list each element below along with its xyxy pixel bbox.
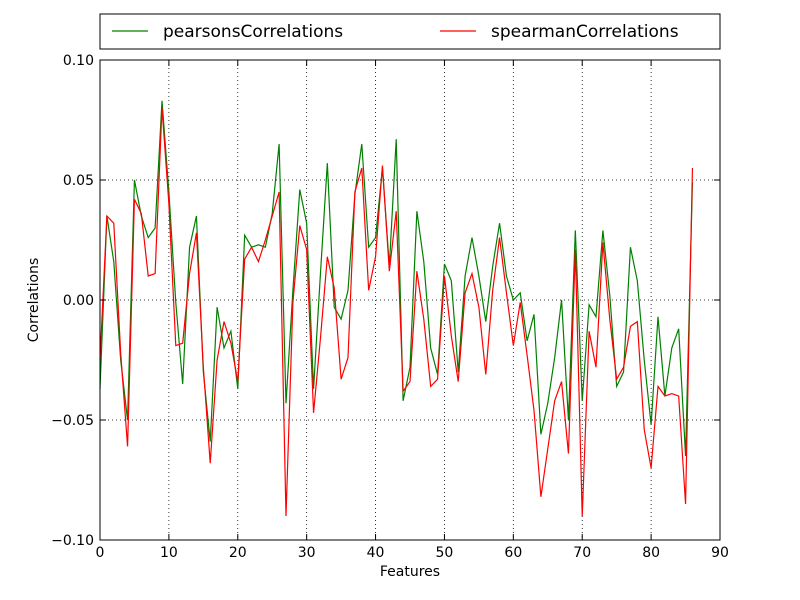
- y-axis-label: Correlations: [26, 258, 42, 343]
- series-line-spearman: [99, 107, 694, 517]
- x-tick-label: 20: [229, 545, 247, 561]
- x-tick-label: 30: [298, 545, 316, 561]
- x-axis-label: Features: [380, 564, 440, 580]
- x-tick-label: 70: [573, 545, 591, 561]
- x-tick-label: 80: [642, 545, 660, 561]
- series-lines: [99, 100, 694, 517]
- y-tick-label: −0.05: [51, 413, 94, 429]
- legend-label-spearman: spearmanCorrelations: [491, 22, 679, 42]
- axis-ticks: 0 10 20 30 40 50 60 70 80 90 −0.10 −0.05 0.00 0.05 0.1…: [51, 53, 729, 561]
- x-tick-label: 0: [96, 545, 105, 561]
- x-tick-label: 40: [367, 545, 385, 561]
- y-tick-label: 0.00: [63, 293, 94, 309]
- y-tick-label: −0.10: [51, 533, 94, 549]
- legend-label-pearson: pearsonsCorrelations: [163, 22, 343, 42]
- legend-box: [99, 13, 721, 50]
- y-tick-label: 0.05: [63, 173, 94, 189]
- legend: pearsonsCorrelations spearmanCorrelation…: [99, 13, 721, 50]
- y-tick-label: 0.10: [63, 53, 94, 69]
- x-tick-label: 10: [160, 545, 178, 561]
- grid: [100, 60, 720, 540]
- x-tick-label: 60: [504, 545, 522, 561]
- x-tick-label: 50: [436, 545, 454, 561]
- x-tick-label: 90: [711, 545, 729, 561]
